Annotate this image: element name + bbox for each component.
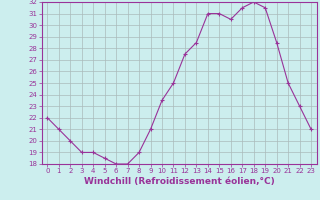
X-axis label: Windchill (Refroidissement éolien,°C): Windchill (Refroidissement éolien,°C) bbox=[84, 177, 275, 186]
